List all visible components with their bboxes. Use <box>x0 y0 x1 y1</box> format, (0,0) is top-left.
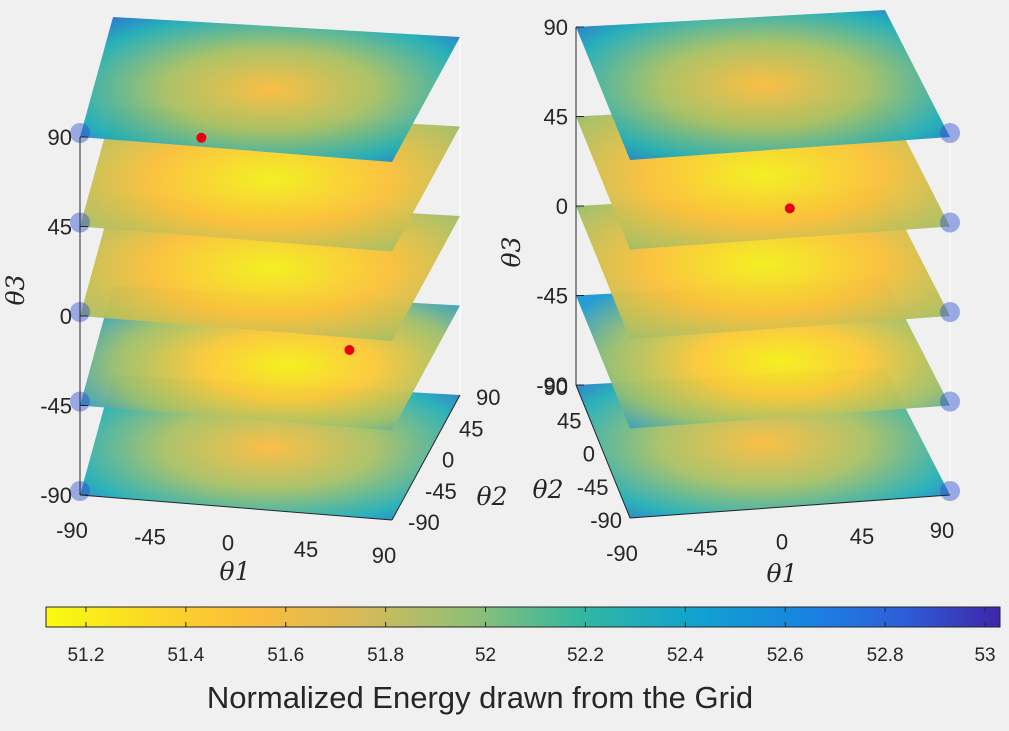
x-tick-label: 90 <box>930 518 954 543</box>
colorbar-tick-label: 51.6 <box>267 645 304 666</box>
y-axis-label: θ2 <box>533 475 564 504</box>
z-axis-label: θ3 <box>1 275 30 306</box>
x-tick-label: 0 <box>776 530 788 555</box>
z-axis-ticks: -90 -45 0 45 90 <box>536 15 584 398</box>
y-tick-label: -90 <box>590 508 622 533</box>
x-axis-line <box>79 494 393 521</box>
z-tick-label: 0 <box>60 304 72 329</box>
y-axis-ticks: -90 -45 045 90 <box>544 375 631 533</box>
colorbar-tick-label: 52.4 <box>667 645 704 666</box>
slice-corner-shade <box>940 302 960 322</box>
y-axis-line <box>391 394 461 521</box>
x-tick-label: -45 <box>686 535 718 560</box>
y-tick-label: 90 <box>476 385 500 410</box>
optimum-marker <box>784 203 795 214</box>
z-tick-label: 45 <box>48 215 72 240</box>
x-tick-label: 45 <box>294 537 318 562</box>
y-tick-label: 45 <box>459 416 483 441</box>
x-tick-label: -90 <box>606 541 638 566</box>
colorbar-tick-label: 53 <box>974 645 995 666</box>
y-tick-label: 0 <box>583 442 595 467</box>
colorbar-tick-label: 51.4 <box>167 645 204 666</box>
colorbar-tick-label: 51.8 <box>367 645 404 666</box>
y-axis-label: θ2 <box>477 482 508 511</box>
colorbar: 51.2 51.4 51.6 51.8 52 52.2 52.4 52.6 52.8 53 Nor… <box>45 606 1001 715</box>
slice-corner-shade <box>940 123 960 143</box>
x-tick-label: 90 <box>372 543 396 568</box>
x-axis-label: θ1 <box>220 557 251 586</box>
y-tick-label: 90 <box>544 375 568 400</box>
x-tick-label: -90 <box>56 518 88 543</box>
colorbar-tick-label: 52.8 <box>867 645 904 666</box>
z-tick-label: 90 <box>48 125 72 150</box>
z-tick-label: 0 <box>556 194 568 219</box>
colorbar-ticks: 51.2 51.4 51.6 51.8 52 52.2 52.4 52.6 52.8 53 <box>67 607 996 666</box>
slice-theta3-90 <box>576 10 950 160</box>
y-tick-label: -45 <box>425 479 457 504</box>
x-axis-label: θ1 <box>767 559 798 588</box>
z-axis-ticks: -90 -45 0 45 90 <box>40 125 88 508</box>
z-tick-label: -90 <box>536 373 568 398</box>
y-tick-label: 0 <box>442 448 454 473</box>
x-tick-label: -45 <box>134 524 166 549</box>
slice-corner-shade <box>940 391 960 412</box>
colorbar-tick-label: 52.6 <box>767 645 804 666</box>
slice-corner-shade <box>940 481 960 501</box>
z-tick-label: 90 <box>544 15 568 40</box>
optimum-marker <box>344 344 355 355</box>
slice-corner-shade <box>940 212 960 233</box>
y-axis-ticks: 90 450 -45 -90 <box>391 385 500 535</box>
slice-theta3-90 <box>80 17 460 162</box>
x-tick-label: 45 <box>850 524 874 549</box>
x-axis-line <box>629 494 951 519</box>
optimum-marker <box>196 132 207 143</box>
x-axis-ticks: -90 -45 0 45 90 <box>606 494 954 566</box>
z-tick-label: -45 <box>40 394 72 419</box>
y-tick-label: -90 <box>408 510 440 535</box>
z-tick-label: 45 <box>544 105 568 130</box>
colorbar-tick-label: 52.2 <box>567 645 604 666</box>
x-tick-label: 0 <box>222 531 234 556</box>
colorbar-tick-label: 51.2 <box>67 645 104 666</box>
slice-corner-shade <box>70 123 90 143</box>
colorbar-tick-label: 52 <box>475 645 496 666</box>
y-tick-label: 45 <box>557 408 581 433</box>
colorbar-gradient <box>45 606 1001 628</box>
z-tick-label: -45 <box>536 284 568 309</box>
z-axis-label: θ3 <box>497 237 526 268</box>
y-tick-label: -45 <box>577 475 609 500</box>
y-axis-line <box>575 384 631 519</box>
colorbar-title: Normalized Energy drawn from the Grid <box>207 680 753 715</box>
x-axis-ticks: -90 -45 0 45 90 <box>56 494 396 568</box>
z-tick-label: -90 <box>40 483 72 508</box>
